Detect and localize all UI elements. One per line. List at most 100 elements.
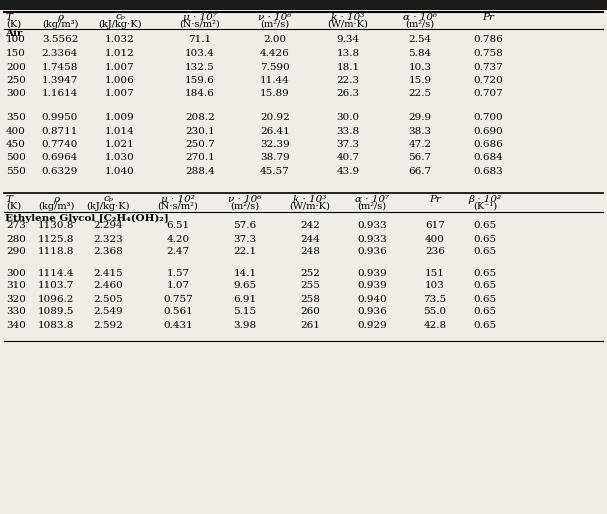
Text: 2.294: 2.294: [93, 222, 123, 230]
Text: 0.700: 0.700: [473, 113, 503, 122]
Text: 5.15: 5.15: [234, 307, 257, 317]
Text: 1.57: 1.57: [166, 268, 189, 278]
Text: β · 10²: β · 10²: [469, 194, 501, 204]
Text: 450: 450: [6, 140, 26, 149]
Text: 250: 250: [6, 76, 26, 85]
Text: 57.6: 57.6: [234, 222, 257, 230]
Text: 184.6: 184.6: [185, 89, 215, 99]
Text: 0.9950: 0.9950: [42, 113, 78, 122]
Text: Pr: Pr: [429, 194, 441, 204]
Text: μ · 10²: μ · 10²: [161, 194, 195, 204]
Text: 37.3: 37.3: [336, 140, 359, 149]
Text: 2.592: 2.592: [93, 321, 123, 329]
Text: (m²/s): (m²/s): [260, 20, 290, 28]
Text: 1114.4: 1114.4: [38, 268, 74, 278]
Text: 0.707: 0.707: [473, 89, 503, 99]
Text: k · 10³: k · 10³: [331, 12, 365, 22]
Text: 1.07: 1.07: [166, 282, 189, 290]
Text: 1.007: 1.007: [105, 63, 135, 71]
Text: 5.84: 5.84: [409, 49, 432, 58]
Text: 290: 290: [6, 248, 26, 256]
Text: 13.8: 13.8: [336, 49, 359, 58]
Text: 0.65: 0.65: [473, 248, 497, 256]
Text: 250.7: 250.7: [185, 140, 215, 149]
Text: 1103.7: 1103.7: [38, 282, 74, 290]
Text: 242: 242: [300, 222, 320, 230]
Text: (K): (K): [6, 201, 21, 211]
Text: 73.5: 73.5: [424, 295, 447, 303]
Text: 0.720: 0.720: [473, 76, 503, 85]
Text: 0.683: 0.683: [473, 167, 503, 176]
Text: 320: 320: [6, 295, 26, 303]
Text: 0.684: 0.684: [473, 154, 503, 162]
Text: 22.3: 22.3: [336, 76, 359, 85]
Text: 0.561: 0.561: [163, 307, 193, 317]
Text: 261: 261: [300, 321, 320, 329]
Text: 43.9: 43.9: [336, 167, 359, 176]
Text: 4.426: 4.426: [260, 49, 290, 58]
Text: 200: 200: [6, 63, 26, 71]
Text: 0.933: 0.933: [357, 222, 387, 230]
Text: 280: 280: [6, 234, 26, 244]
Text: 2.368: 2.368: [93, 248, 123, 256]
Text: 40.7: 40.7: [336, 154, 359, 162]
Text: 0.933: 0.933: [357, 234, 387, 244]
Text: 151: 151: [425, 268, 445, 278]
Text: 1.006: 1.006: [105, 76, 135, 85]
Text: 0.65: 0.65: [473, 295, 497, 303]
Text: 2.549: 2.549: [93, 307, 123, 317]
Text: 56.7: 56.7: [409, 154, 432, 162]
Text: 350: 350: [6, 113, 26, 122]
Text: 55.0: 55.0: [424, 307, 447, 317]
Text: Air: Air: [5, 28, 22, 38]
Text: 0.65: 0.65: [473, 321, 497, 329]
Text: 7.590: 7.590: [260, 63, 290, 71]
Text: 0.6964: 0.6964: [42, 154, 78, 162]
Text: 3.5562: 3.5562: [42, 35, 78, 45]
Text: 2.323: 2.323: [93, 234, 123, 244]
Text: 2.54: 2.54: [409, 35, 432, 45]
Text: (kJ/kg·K): (kJ/kg·K): [86, 201, 130, 211]
Text: 1.040: 1.040: [105, 167, 135, 176]
Text: 236: 236: [425, 248, 445, 256]
Text: 0.936: 0.936: [357, 248, 387, 256]
Text: 4.20: 4.20: [166, 234, 189, 244]
Text: (N·s/m²): (N·s/m²): [158, 201, 198, 211]
Text: 340: 340: [6, 321, 26, 329]
Text: 11.44: 11.44: [260, 76, 290, 85]
Text: cₚ: cₚ: [103, 194, 113, 204]
Text: 132.5: 132.5: [185, 63, 215, 71]
Text: (m²/s): (m²/s): [358, 201, 387, 211]
Text: 1130.8: 1130.8: [38, 222, 74, 230]
Text: 1096.2: 1096.2: [38, 295, 74, 303]
Text: 1.021: 1.021: [105, 140, 135, 149]
Text: 1.7458: 1.7458: [42, 63, 78, 71]
Text: 0.936: 0.936: [357, 307, 387, 317]
Text: 244: 244: [300, 234, 320, 244]
Text: 1089.5: 1089.5: [38, 307, 74, 317]
Text: 30.0: 30.0: [336, 113, 359, 122]
Text: 1.3947: 1.3947: [42, 76, 78, 85]
Text: 0.757: 0.757: [163, 295, 193, 303]
Text: 15.89: 15.89: [260, 89, 290, 99]
Text: 6.91: 6.91: [234, 295, 257, 303]
Text: 2.415: 2.415: [93, 268, 123, 278]
Text: Ethylene Glycol [C₂H₄(OH)₂]: Ethylene Glycol [C₂H₄(OH)₂]: [5, 213, 169, 223]
Text: 1.030: 1.030: [105, 154, 135, 162]
Text: 22.5: 22.5: [409, 89, 432, 99]
Text: α · 10⁶: α · 10⁶: [403, 12, 437, 22]
Text: 1.1614: 1.1614: [42, 89, 78, 99]
Text: 103: 103: [425, 282, 445, 290]
Text: 208.2: 208.2: [185, 113, 215, 122]
Text: 38.79: 38.79: [260, 154, 290, 162]
Text: cₚ: cₚ: [115, 12, 125, 22]
Text: 14.1: 14.1: [234, 268, 257, 278]
Text: (m²/s): (m²/s): [231, 201, 260, 211]
Text: 1.014: 1.014: [105, 126, 135, 136]
Text: α · 10⁷: α · 10⁷: [355, 194, 389, 204]
Text: 0.65: 0.65: [473, 222, 497, 230]
Text: 37.3: 37.3: [234, 234, 257, 244]
Text: 29.9: 29.9: [409, 113, 432, 122]
Text: 310: 310: [6, 282, 26, 290]
Text: 500: 500: [6, 154, 26, 162]
